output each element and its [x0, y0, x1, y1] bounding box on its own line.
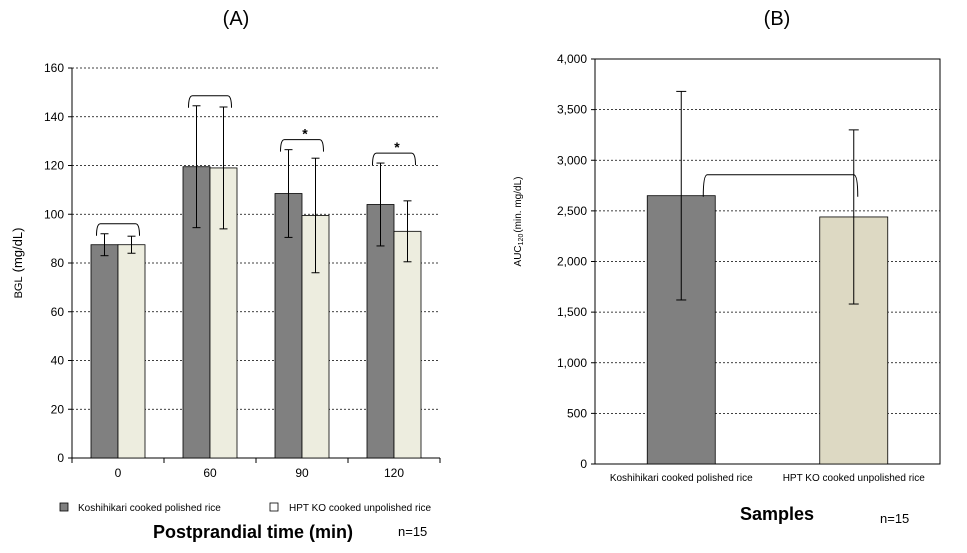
panel-a-y-tick-label: 160 — [44, 61, 64, 75]
legend-label-hpt: HPT KO cooked unpolished rice — [289, 503, 432, 514]
panel-a-y-axis-title-main: BGL — [13, 276, 25, 298]
panel-a-significance-90: * — [302, 126, 308, 142]
panel-b-x-tick-label-1: Koshihikari cooked polished rice — [610, 473, 753, 484]
panel-a-legend: Koshihikari cooked polished rice HPT KO … — [59, 502, 432, 514]
panel-a-chart: 0 20 40 60 80 100 120 140 160 0 60 90 * 120 * BGL (mg/dL… — [10, 61, 441, 480]
panel-b-y-tick-label: 3,500 — [557, 103, 587, 117]
panel-b-n-note: n=15 — [880, 511, 909, 526]
panel-a-bracket-60 — [188, 95, 232, 108]
legend-swatch-koshihikari — [59, 502, 69, 512]
panel-b-y-axis-title: AUC120(min. mg/dL) — [513, 177, 525, 267]
panel-a-bracket-120 — [372, 152, 416, 166]
panel-b-y-tick-label: 3,000 — [557, 153, 587, 167]
panel-a-y-tick-label: 80 — [51, 256, 65, 270]
panel-a-y-tick-label: 0 — [57, 451, 64, 465]
legend-label-koshihikari: Koshihikari cooked polished rice — [78, 503, 221, 514]
panel-a-x-tick-label: 0 — [115, 466, 122, 480]
panel-a-bracket-90 — [280, 139, 324, 152]
panel-b-y-tick-label: 4,000 — [557, 52, 587, 66]
panel-a-y-tick-label: 140 — [44, 110, 64, 124]
panel-a-label: (A) — [223, 8, 250, 30]
panel-b-y-axis-title-unit: (min. mg/dL) — [513, 177, 524, 233]
panel-a-y-tick-label: 120 — [44, 159, 64, 173]
panel-b-x-tick-label-2: HPT KO cooked unpolished rice — [783, 473, 926, 484]
panel-b-y-tick-label: 1,000 — [557, 356, 587, 370]
panel-a-bar-s1-120 — [366, 204, 395, 459]
panel-a-y-tick-label: 20 — [51, 402, 65, 416]
panel-b-y-tick-label: 1,500 — [557, 305, 587, 319]
panel-a-significance-120: * — [394, 139, 400, 155]
panel-b-y-tick-label: 500 — [567, 406, 587, 420]
panel-b-x-axis-title: Samples — [740, 504, 814, 524]
panel-b-chart: 0 500 1,000 1,500 2,000 2,500 3,000 3,500 4,000 K… — [513, 52, 941, 484]
panel-b-y-axis-title-main: AUC — [513, 245, 524, 266]
panel-a-x-tick-label: 90 — [295, 466, 309, 480]
panel-a-y-axis-title-unit: (mg/dL) — [10, 228, 25, 273]
panel-a-y-tick-label: 100 — [44, 207, 64, 221]
panel-b-label: (B) — [764, 8, 791, 30]
panel-b-y-tick-label: 2,500 — [557, 204, 587, 218]
panel-a-y-axis-title: BGL (mg/dL) — [10, 228, 25, 299]
panel-a-bar-s2-0 — [117, 244, 146, 459]
panel-a-n-note: n=15 — [398, 524, 427, 539]
panel-b-y-tick-label: 2,000 — [557, 255, 587, 269]
panel-a-bracket-0 — [96, 223, 140, 236]
panel-a-y-tick-label: 60 — [51, 305, 65, 319]
panel-a-x-axis-title: Postprandial time (min) — [153, 522, 353, 542]
legend-swatch-hpt — [269, 502, 279, 512]
panel-a-y-tick-label: 40 — [51, 354, 65, 368]
panel-b-y-axis-title-sub: 120 — [518, 234, 525, 246]
panel-b-y-tick-label: 0 — [580, 457, 587, 471]
panel-a-x-tick-label: 120 — [384, 466, 404, 480]
panel-a-x-tick-label: 60 — [203, 466, 217, 480]
panel-a-bar-s2-120 — [393, 230, 422, 459]
panel-a-bar-s1-0 — [90, 244, 119, 459]
panel-b-bracket — [702, 174, 859, 197]
